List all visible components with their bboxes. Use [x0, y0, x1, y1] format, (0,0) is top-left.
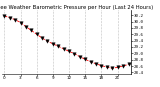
Title: Milwaukee Weather Barometric Pressure per Hour (Last 24 Hours): Milwaukee Weather Barometric Pressure pe… — [0, 5, 154, 10]
